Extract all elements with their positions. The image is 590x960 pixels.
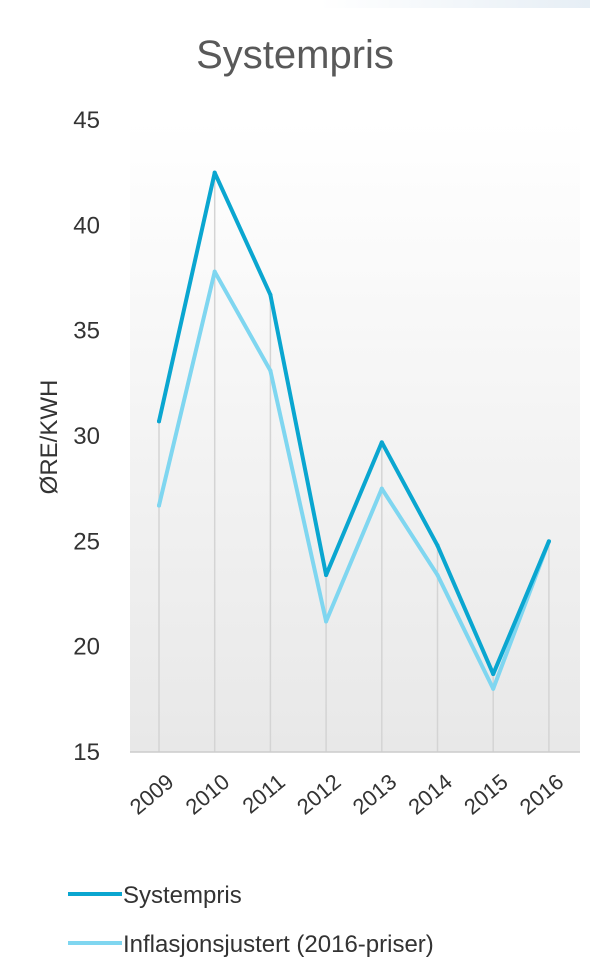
x-tick-label: 2010 xyxy=(181,769,235,820)
x-tick-label: 2009 xyxy=(125,769,179,820)
x-tick-label: 2014 xyxy=(403,769,457,820)
data-point xyxy=(379,440,384,445)
data-point xyxy=(491,686,496,691)
chart-title: Systempris xyxy=(196,33,394,77)
legend: Systempris Inflasjonsjustert (2016-priser… xyxy=(68,882,434,958)
x-tick-label: 2015 xyxy=(459,769,513,820)
series-line-0 xyxy=(157,170,551,677)
y-tick-label: 45 xyxy=(73,107,100,134)
y-tick-label: 15 xyxy=(73,739,100,766)
legend-label: Inflasjonsjustert (2016-priser) xyxy=(123,931,434,958)
data-point xyxy=(379,486,384,491)
y-tick-label: 30 xyxy=(73,423,100,450)
x-axis-ticks: 2009 2010 2011 2012 2013 2014 2015 2016 xyxy=(125,769,568,820)
y-tick-label: 35 xyxy=(73,318,100,345)
plot-background xyxy=(130,120,580,752)
x-tick-label: 2016 xyxy=(515,769,569,820)
x-tick-label: 2011 xyxy=(238,769,290,819)
y-tick-label: 20 xyxy=(73,634,100,661)
data-point xyxy=(435,573,440,578)
legend-label: Systempris xyxy=(123,882,242,909)
series-line-1 xyxy=(157,269,551,691)
data-point xyxy=(324,619,329,624)
data-point xyxy=(546,539,551,544)
x-tick-label: 2013 xyxy=(348,769,402,820)
data-point xyxy=(324,573,329,578)
data-point xyxy=(212,170,217,175)
data-point xyxy=(268,368,273,373)
data-point xyxy=(435,543,440,548)
x-tick-label: 2012 xyxy=(292,769,346,820)
data-point xyxy=(157,419,161,424)
data-point xyxy=(212,269,217,274)
y-tick-label: 25 xyxy=(73,528,100,555)
data-point xyxy=(491,672,496,677)
corner-decoration xyxy=(320,0,590,8)
data-point xyxy=(157,503,161,508)
y-tick-label: 40 xyxy=(73,212,100,239)
data-point xyxy=(268,292,273,297)
y-axis-ticks: 15 20 25 30 35 40 45 xyxy=(73,107,100,766)
y-axis-label: ØRE/KWH xyxy=(36,380,63,495)
series-lines xyxy=(157,170,551,691)
